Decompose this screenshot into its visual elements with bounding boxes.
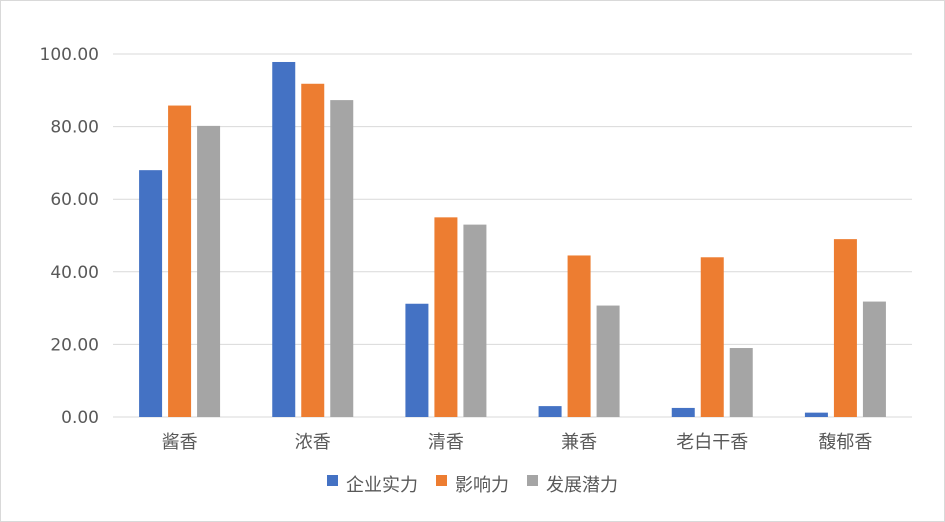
x-axis-category-labels: 酱香 浓香 清香 兼香 老白干香 馥郁香 <box>162 432 873 453</box>
x-category-label: 酱香 <box>162 432 198 453</box>
bar-2-0 <box>405 303 429 417</box>
bar-5-2 <box>862 301 886 417</box>
bars <box>139 61 886 418</box>
legend-swatch <box>327 475 338 486</box>
bar-5-0 <box>804 412 828 417</box>
x-category-label: 老白干香 <box>676 432 748 453</box>
y-axis-tick-labels: 0.00 20.00 40.00 60.00 80.00 100.00 <box>40 45 99 428</box>
legend-swatch <box>527 475 538 486</box>
y-tick-label: 0.00 <box>61 408 99 428</box>
legend: 企业实力 影响力 发展潜力 <box>327 475 618 496</box>
x-category-label: 兼香 <box>561 432 597 453</box>
gridlines <box>113 53 912 418</box>
legend-label: 企业实力 <box>346 475 418 496</box>
x-category-label: 清香 <box>428 432 464 453</box>
bar-5-1 <box>833 239 857 417</box>
y-tick-label: 40.00 <box>50 263 99 283</box>
bar-1-0 <box>272 61 296 418</box>
bar-4-0 <box>671 407 695 417</box>
y-tick-label: 100.00 <box>40 45 99 65</box>
legend-label: 影响力 <box>455 475 509 496</box>
x-category-label: 馥郁香 <box>818 432 872 453</box>
bar-1-1 <box>301 83 325 418</box>
bar-3-0 <box>538 406 562 417</box>
y-tick-label: 80.00 <box>50 118 99 138</box>
bar-0-2 <box>197 125 221 418</box>
bar-4-2 <box>729 348 753 417</box>
bar-2-2 <box>463 224 487 417</box>
bar-4-1 <box>700 257 724 417</box>
bar-3-2 <box>596 305 620 417</box>
bar-0-0 <box>139 170 163 417</box>
bar-2-1 <box>434 217 458 417</box>
bar-0-1 <box>168 105 192 418</box>
legend-swatch <box>436 475 447 486</box>
x-category-label: 浓香 <box>295 432 331 453</box>
bar-3-1 <box>567 255 591 417</box>
y-tick-label: 20.00 <box>50 335 99 355</box>
y-tick-label: 60.00 <box>50 190 99 210</box>
bar-1-2 <box>330 100 354 417</box>
legend-label: 发展潜力 <box>546 475 618 496</box>
